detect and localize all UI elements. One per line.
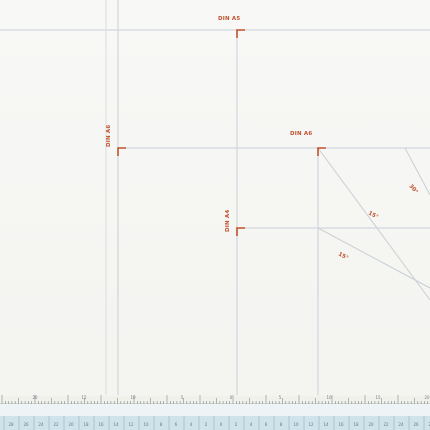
ruler-lower-label: 20 xyxy=(368,422,374,427)
ruler-upper-label: 5 xyxy=(181,395,184,400)
ruler-lower-label: 28 xyxy=(8,422,14,427)
ruler-upper-label: 20 xyxy=(424,395,430,400)
ruler-lower-label: 8 xyxy=(160,422,163,427)
ruler-lower-label: 0 xyxy=(220,422,223,427)
ruler-lower-label: 6 xyxy=(175,422,178,427)
ruler-lower-ticks xyxy=(3,416,425,430)
diagonal-line-corner xyxy=(404,147,430,196)
ruler-lower-band xyxy=(0,416,430,430)
corner-marker-a6-left xyxy=(117,147,126,156)
ruler-lower-labels: 28 26 24 22 20 18 16 14 12 10 8 6 4 2 0 2 4 6 8 10 12 14 16 18 2… xyxy=(8,422,430,427)
ruler-lower-label: 22 xyxy=(383,422,389,427)
ruler-lower-label: 4 xyxy=(250,422,253,427)
ruler: 20 15 10 5 0 5 10 15 20 28 26 24 22 20 18 16 14 12 10 8 6 4 2… xyxy=(0,395,430,430)
ruler-lower-label: 22 xyxy=(53,422,59,427)
ruler-upper-label: 10 xyxy=(130,395,136,400)
label-din-a5: DIN A5 xyxy=(218,16,240,22)
angle-label-15-upper: 15° xyxy=(367,210,379,220)
label-din-a6-horizontal: DIN A6 xyxy=(290,131,312,137)
label-din-a6-vertical: DIN A6 xyxy=(106,125,112,147)
ruler-lower-label: 2 xyxy=(235,422,238,427)
ruler-lower-label: 28 xyxy=(428,422,430,427)
corner-marker-a4 xyxy=(236,227,245,236)
ruler-lower-label: 26 xyxy=(23,422,29,427)
ruler-lower-label: 26 xyxy=(413,422,419,427)
corner-marker-a6-right xyxy=(317,147,326,156)
ruler-upper-label: 15 xyxy=(81,395,87,400)
ruler-lower-label: 14 xyxy=(113,422,119,427)
ruler-lower-label: 24 xyxy=(398,422,404,427)
ruler-lower-label: 14 xyxy=(323,422,329,427)
ruler-upper-band xyxy=(0,396,430,404)
ruler-upper-label: 10 xyxy=(326,395,332,400)
ruler-lower-label: 12 xyxy=(128,422,134,427)
angle-label-30: 30° xyxy=(407,183,418,195)
ruler-lower-label: 16 xyxy=(338,422,344,427)
ruler-upper-ticks xyxy=(1,395,429,404)
ruler-lower-label: 20 xyxy=(68,422,74,427)
ruler-upper-label: 15 xyxy=(375,395,381,400)
ruler-lower-label: 18 xyxy=(353,422,359,427)
ruler-lower-label: 8 xyxy=(280,422,283,427)
ruler-lower-label: 4 xyxy=(190,422,193,427)
ruler-upper-labels: 20 15 10 5 0 5 10 15 20 xyxy=(32,395,430,400)
ruler-lower-label: 12 xyxy=(308,422,314,427)
ruler-lower-label: 2 xyxy=(205,422,208,427)
ruler-lower-label: 24 xyxy=(38,422,44,427)
ruler-lower-label: 10 xyxy=(143,422,149,427)
label-din-a4: DIN A4 xyxy=(225,210,231,232)
ruler-lower-label: 10 xyxy=(293,422,299,427)
ruler-upper-label: 5 xyxy=(279,395,282,400)
diagonal-line-shallow xyxy=(317,227,430,289)
ruler-middle-band xyxy=(0,404,430,416)
ruler-upper-label: 0 xyxy=(230,395,233,400)
ruler-lower-label: 16 xyxy=(98,422,104,427)
corner-marker-a5 xyxy=(236,29,245,38)
ruler-lower-label: 18 xyxy=(83,422,89,427)
ruler-upper-label: 20 xyxy=(32,395,38,400)
angle-label-15-lower: 15° xyxy=(337,251,349,261)
diagonal-line-steep xyxy=(317,147,430,301)
ruler-lower-label: 6 xyxy=(265,422,268,427)
